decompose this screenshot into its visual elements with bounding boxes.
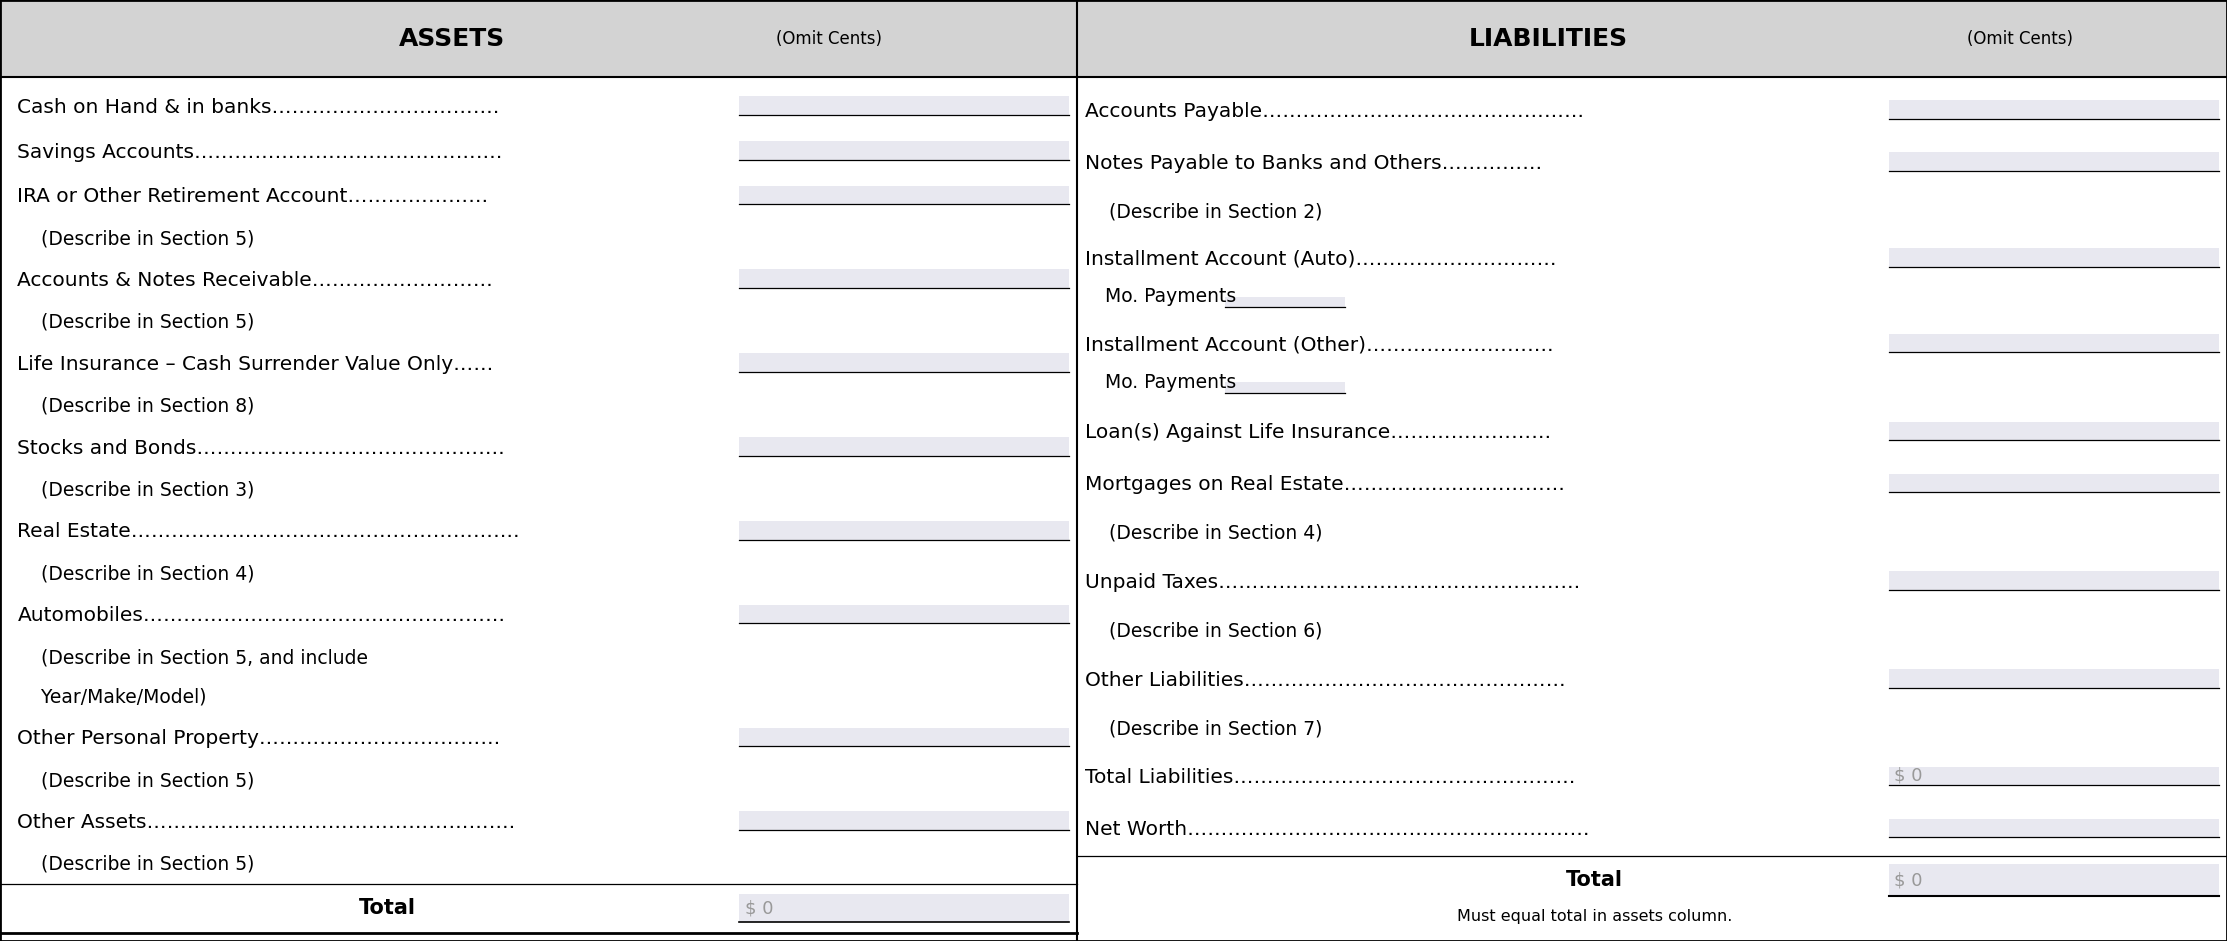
Text: IRA or Other Retirement Account…………………: IRA or Other Retirement Account………………… xyxy=(18,187,488,206)
Text: Life Insurance – Cash Surrender Value Only……: Life Insurance – Cash Surrender Value On… xyxy=(18,355,494,374)
Text: Cash on Hand & in banks…………………………….: Cash on Hand & in banks……………………………. xyxy=(18,98,499,117)
Text: Total: Total xyxy=(1566,870,1623,890)
Bar xyxy=(0,0,2227,77)
Bar xyxy=(739,353,1069,372)
Text: Notes Payable to Banks and Others……………: Notes Payable to Banks and Others…………… xyxy=(1085,153,1543,172)
Text: LIABILITIES: LIABILITIES xyxy=(1470,26,1628,51)
Bar xyxy=(1888,422,2218,440)
Bar xyxy=(739,96,1069,115)
Text: (Describe in Section 5, and include: (Describe in Section 5, and include xyxy=(18,648,367,667)
Text: Real Estate………………………………………………….: Real Estate…………………………………………………. xyxy=(18,522,519,541)
Text: ASSETS: ASSETS xyxy=(399,26,506,51)
Text: Automobiles………………………………………………: Automobiles……………………………………………… xyxy=(18,606,506,625)
Bar xyxy=(1888,152,2218,171)
Text: Total Liabilities……………………………………………: Total Liabilities…………………………………………… xyxy=(1085,768,1574,788)
Text: Mortgages on Real Estate……………………………: Mortgages on Real Estate…………………………… xyxy=(1085,475,1566,494)
Bar xyxy=(1888,571,2218,590)
Text: $ 0: $ 0 xyxy=(1895,871,1922,889)
Text: (Omit Cents): (Omit Cents) xyxy=(777,29,882,48)
Bar xyxy=(739,185,1069,204)
Text: (Describe in Section 5): (Describe in Section 5) xyxy=(18,229,254,248)
Bar xyxy=(1888,334,2218,353)
Text: Other Assets……………………………………………….: Other Assets………………………………………………. xyxy=(18,813,514,832)
Bar xyxy=(739,727,1069,746)
Text: Loan(s) Against Life Insurance……………………: Loan(s) Against Life Insurance…………………… xyxy=(1085,423,1552,442)
Text: Mo. Payments: Mo. Payments xyxy=(1105,373,1236,392)
Bar xyxy=(739,141,1069,160)
Bar xyxy=(1225,382,1345,393)
Text: Must equal total in assets column.: Must equal total in assets column. xyxy=(1456,908,1733,923)
Text: Unpaid Taxes………………………………………………: Unpaid Taxes……………………………………………… xyxy=(1085,573,1581,592)
Bar xyxy=(739,811,1069,830)
Bar xyxy=(1888,819,2218,837)
Bar xyxy=(1888,865,2218,897)
Bar xyxy=(1888,767,2218,786)
Text: (Describe in Section 2): (Describe in Section 2) xyxy=(1085,202,1323,221)
Text: (Describe in Section 3): (Describe in Section 3) xyxy=(18,481,254,500)
Text: Total: Total xyxy=(359,899,416,918)
Bar xyxy=(1888,669,2218,688)
Bar xyxy=(739,520,1069,539)
Text: (Describe in Section 5): (Describe in Section 5) xyxy=(18,854,254,874)
Bar xyxy=(1888,247,2218,266)
Text: Net Worth……………………………………………………: Net Worth…………………………………………………… xyxy=(1085,821,1590,839)
Bar xyxy=(739,895,1069,922)
Text: (Describe in Section 4): (Describe in Section 4) xyxy=(18,565,254,583)
Text: (Describe in Section 5): (Describe in Section 5) xyxy=(18,312,254,332)
Bar xyxy=(739,605,1069,623)
Text: $ 0: $ 0 xyxy=(1895,767,1922,785)
Bar xyxy=(739,437,1069,455)
Text: Installment Account (Auto)…………………………: Installment Account (Auto)………………………… xyxy=(1085,249,1557,268)
Bar xyxy=(1888,473,2218,492)
Text: (Describe in Section 4): (Describe in Section 4) xyxy=(1085,524,1323,543)
Text: Year/Make/Model): Year/Make/Model) xyxy=(18,687,207,707)
Text: (Describe in Section 6): (Describe in Section 6) xyxy=(1085,622,1323,641)
Bar xyxy=(1888,100,2218,119)
Text: (Describe in Section 5): (Describe in Section 5) xyxy=(18,771,254,790)
Text: (Describe in Section 7): (Describe in Section 7) xyxy=(1085,720,1323,739)
Text: Savings Accounts……………………………………….: Savings Accounts………………………………………. xyxy=(18,142,503,162)
Bar xyxy=(739,269,1069,288)
Text: Installment Account (Other)……………………….: Installment Account (Other)………………………. xyxy=(1085,335,1554,354)
Text: Accounts & Notes Receivable………………………: Accounts & Notes Receivable……………………… xyxy=(18,271,492,290)
Bar xyxy=(1225,296,1345,308)
Text: (Omit Cents): (Omit Cents) xyxy=(1966,29,2073,48)
Text: Other Liabilities…………………………………………: Other Liabilities………………………………………… xyxy=(1085,671,1566,690)
Text: Accounts Payable…………………………………………: Accounts Payable………………………………………… xyxy=(1085,102,1583,120)
Text: Mo. Payments: Mo. Payments xyxy=(1105,287,1236,306)
Text: $ 0: $ 0 xyxy=(746,900,773,917)
Text: (Describe in Section 8): (Describe in Section 8) xyxy=(18,396,254,416)
Text: Stocks and Bonds……………………………………….: Stocks and Bonds………………………………………. xyxy=(18,439,506,457)
Text: Other Personal Property………………………………: Other Personal Property……………………………… xyxy=(18,729,501,748)
